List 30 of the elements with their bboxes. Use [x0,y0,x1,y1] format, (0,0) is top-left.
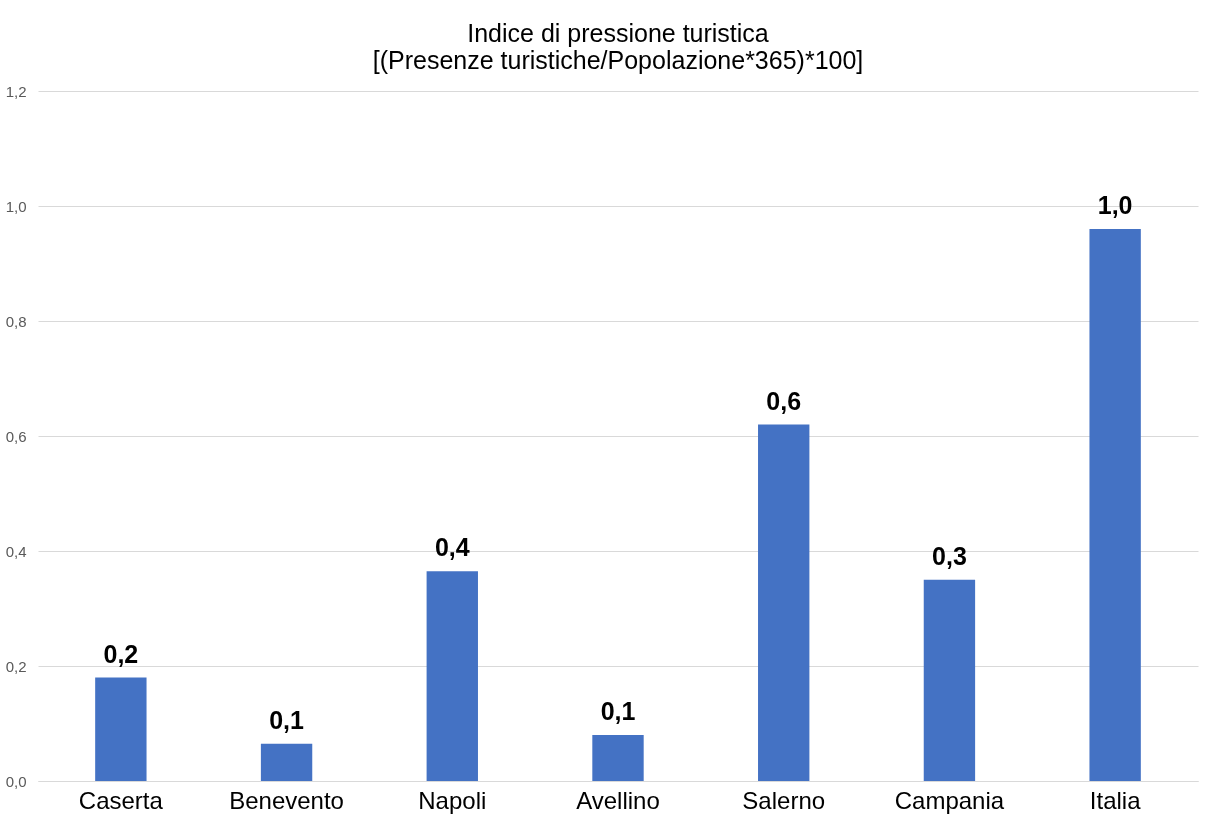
data-label: 0,4 [434,533,470,562]
y-tick-label: 0,4 [5,542,27,560]
text: Indice di pressione turistica [467,19,769,47]
data-label: 0,2 [103,639,139,668]
bar [1089,229,1141,781]
x-tick-label: Salerno [742,786,826,814]
y-tick-label: 1,0 [5,197,27,215]
x-tick-label: Caserta [78,786,164,814]
y-tick-label: 0,8 [5,312,27,330]
data-label: 0,3 [932,541,967,570]
data-label: 0,1 [269,705,305,734]
data-label: 0,6 [766,386,802,415]
y-tick-label: 0,0 [5,772,27,790]
bar [426,571,478,781]
y-tick-label: 0,6 [5,427,27,445]
text: [(Presenze turistiche/Popolazione*365)*100] [372,46,864,74]
x-tick-label: Benevento [229,786,344,814]
data-label: 0,1 [600,697,636,725]
bar [923,579,976,781]
bar [95,677,147,781]
data-label: 1,0 [1097,191,1133,219]
bar [260,743,313,781]
y-tick-label: 0,2 [5,657,27,675]
x-tick-label: Avellino [576,786,660,814]
bar [592,735,644,781]
x-tick-label: Campania [894,786,1005,814]
y-tick-label: 1,2 [5,82,27,100]
x-tick-label: Napoli [418,786,487,814]
bar [758,424,810,781]
x-tick-label: Italia [1089,786,1142,814]
